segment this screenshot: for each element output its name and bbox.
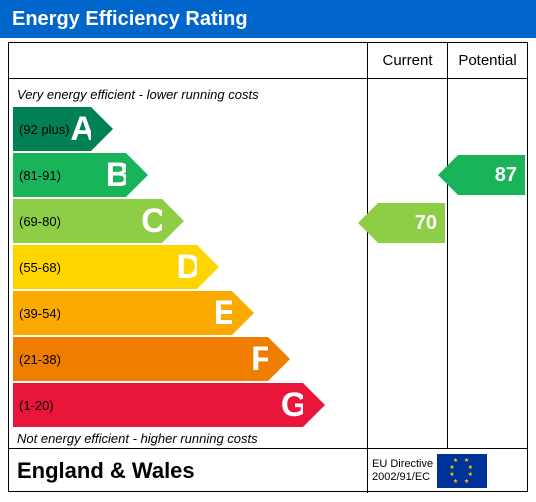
band-letter: F xyxy=(251,340,272,379)
band-letter: G xyxy=(281,386,307,425)
band-range: (39-54) xyxy=(13,306,61,321)
header-spacer xyxy=(9,43,367,78)
band-range: (81-91) xyxy=(13,168,61,183)
band-letter: A xyxy=(70,110,95,149)
band-f: (21-38) F xyxy=(13,337,367,381)
header-current: Current xyxy=(367,43,447,78)
band-bar: (39-54)E xyxy=(13,291,232,335)
eu-flag-icon: ★ ★★ ★★ ★★ ★ xyxy=(437,454,487,488)
band-g: (1-20) G xyxy=(13,383,367,427)
chart-area: Very energy efficient - lower running co… xyxy=(9,79,367,448)
band-b: (81-91) B xyxy=(13,153,367,197)
band-bar: (1-20)G xyxy=(13,383,303,427)
band-bar: (69-80)C xyxy=(13,199,162,243)
band-range: (55-68) xyxy=(13,260,61,275)
band-range: (92 plus) xyxy=(13,122,70,137)
caption-efficient: Very energy efficient - lower running co… xyxy=(9,85,367,105)
footer-region: England & Wales xyxy=(9,449,367,493)
directive-label: EU Directive xyxy=(372,458,433,471)
band-bar: (21-38)F xyxy=(13,337,268,381)
band-d: (55-68) D xyxy=(13,245,367,289)
footer-directive: EU Directive 2002/91/EC ★ ★★ ★★ ★★ ★ xyxy=(367,449,527,493)
band-range: (21-38) xyxy=(13,352,61,367)
band-bar: (92 plus)A xyxy=(13,107,91,151)
band-range: (69-80) xyxy=(13,214,61,229)
epc-grid: Current Potential Very energy efficient … xyxy=(8,42,528,492)
band-letter: C xyxy=(141,202,166,241)
directive-code: 2002/91/EC xyxy=(372,471,433,484)
caption-inefficient: Not energy efficient - higher running co… xyxy=(9,429,367,449)
column-current: 70 xyxy=(367,79,447,448)
arrow-potential: 87 xyxy=(458,155,525,195)
band-range: (1-20) xyxy=(13,398,54,413)
header-potential: Potential xyxy=(447,43,527,78)
band-letter: E xyxy=(214,294,237,333)
body-row: Very energy efficient - lower running co… xyxy=(9,79,527,449)
footer-row: England & Wales EU Directive 2002/91/EC … xyxy=(9,449,527,493)
band-bar: (55-68)D xyxy=(13,245,197,289)
arrow-current: 70 xyxy=(378,203,445,243)
header-row: Current Potential xyxy=(9,43,527,79)
epc-chart: Energy Efficiency Rating Current Potenti… xyxy=(0,0,536,502)
band-bar: (81-91)B xyxy=(13,153,126,197)
band-c: (69-80) C xyxy=(13,199,367,243)
title-text: Energy Efficiency Rating xyxy=(12,8,248,31)
band-e: (39-54) E xyxy=(13,291,367,335)
column-potential: 87 xyxy=(447,79,527,448)
band-letter: D xyxy=(177,248,202,287)
band-letter: B xyxy=(106,156,131,195)
title-bar: Energy Efficiency Rating xyxy=(0,0,536,38)
band-a: (92 plus)A xyxy=(13,107,367,151)
